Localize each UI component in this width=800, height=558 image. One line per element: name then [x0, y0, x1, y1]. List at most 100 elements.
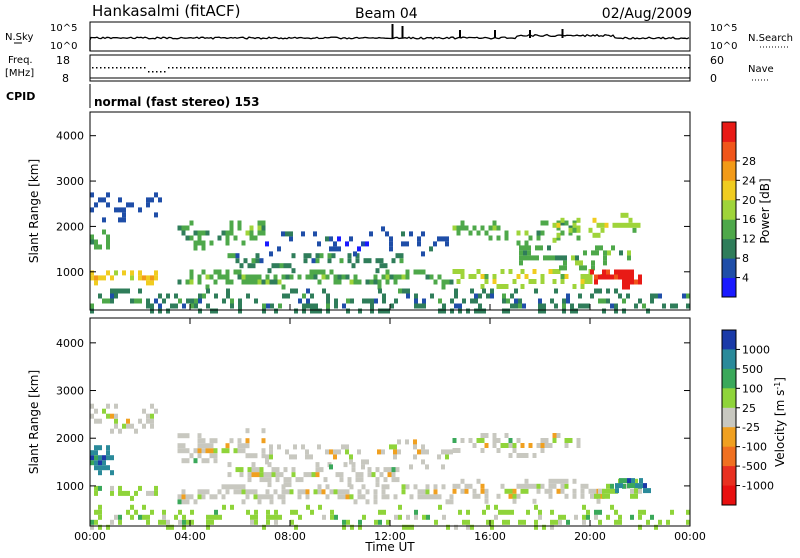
- heatmap-cell: [560, 274, 565, 279]
- heatmap-cell: [514, 303, 518, 309]
- heatmap-cell: [619, 478, 623, 484]
- heatmap-cell: [313, 489, 318, 495]
- heatmap-cell: [460, 438, 465, 443]
- heatmap-cell: [241, 274, 246, 280]
- heatmap-cell: [442, 308, 446, 314]
- heatmap-cell: [334, 298, 338, 304]
- heatmap-cell: [126, 423, 130, 429]
- heatmap-cell: [110, 293, 114, 299]
- freq-dot: [164, 71, 166, 73]
- heatmap-cell: [385, 484, 390, 490]
- freq-dot: [408, 67, 410, 69]
- heatmap-cell: [225, 448, 230, 454]
- heatmap-cell: [484, 279, 489, 284]
- heatmap-cell: [197, 489, 202, 495]
- heatmap-cell: [452, 448, 457, 453]
- freq-dot: [588, 67, 590, 69]
- heatmap-cell: [126, 490, 130, 496]
- heatmap-cell: [425, 484, 430, 490]
- heatmap-cell: [552, 438, 557, 443]
- heatmap-cell: [622, 279, 626, 285]
- heatmap-cell: [540, 483, 545, 489]
- heatmap-cell: [193, 245, 198, 251]
- freq-dot: [188, 67, 190, 69]
- heatmap-cell: [610, 303, 614, 309]
- heatmap-cell: [595, 245, 599, 251]
- heatmap-cell: [265, 459, 269, 465]
- heatmap-cell: [94, 450, 98, 456]
- heatmap-cell: [526, 509, 530, 515]
- heatmap-cell: [98, 524, 102, 530]
- heatmap-cell: [313, 231, 317, 237]
- heatmap-cell: [122, 212, 126, 218]
- heatmap-cell: [182, 524, 186, 530]
- heatmap-cell: [508, 453, 513, 458]
- heatmap-cell: [323, 477, 328, 483]
- heatmap-cell: [445, 236, 449, 242]
- heatmap-cell: [146, 298, 150, 304]
- heatmap-cell: [508, 488, 513, 494]
- heatmap-cell: [598, 274, 602, 280]
- heatmap-cell: [337, 449, 341, 455]
- heatmap-cell: [586, 303, 590, 309]
- heatmap-cell: [604, 222, 609, 228]
- heatmap-cell: [213, 438, 218, 444]
- heatmap-cell: [335, 472, 340, 478]
- heatmap-cell: [538, 303, 542, 309]
- heatmap-cell: [591, 260, 595, 266]
- heatmap-cell: [317, 241, 321, 247]
- freq-dot: [516, 67, 518, 69]
- heatmap-cell: [512, 279, 517, 284]
- heatmap-cell: [150, 413, 154, 419]
- heatmap-cell: [309, 269, 314, 275]
- heatmap-cell: [454, 524, 458, 530]
- colorbar-tick-label: 16: [742, 213, 756, 226]
- heatmap-cell: [406, 514, 410, 520]
- heatmap-cell: [98, 455, 102, 461]
- heatmap-cell: [512, 493, 517, 499]
- heatmap-cell: [94, 418, 98, 424]
- heatmap-cell: [519, 260, 523, 266]
- heatmap-cell: [474, 308, 478, 314]
- heatmap-cell: [102, 229, 106, 235]
- x-tick-label: 00:00: [674, 530, 706, 543]
- heatmap-cell: [257, 499, 262, 505]
- heatmap-cell: [269, 251, 273, 257]
- heatmap-cell: [162, 298, 166, 304]
- heatmap-cell: [303, 258, 308, 264]
- heatmap-cell: [528, 235, 533, 241]
- heatmap-cell: [358, 519, 362, 525]
- heatmap-cell: [98, 509, 102, 515]
- heatmap-cell: [506, 308, 510, 314]
- heatmap-cell: [198, 308, 202, 314]
- heatmap-cell: [556, 269, 561, 274]
- heatmap-cell: [281, 489, 286, 495]
- heatmap-cell: [186, 519, 190, 525]
- freq-dot: [92, 67, 94, 69]
- heatmap-cell: [221, 484, 226, 490]
- heatmap-cell: [106, 234, 110, 240]
- heatmap-cell: [480, 433, 485, 438]
- heatmap-cell: [106, 239, 110, 245]
- time-x-ticks: 00:00 04:00 08:00 12:00 16:00 20:00 00:00: [74, 304, 706, 543]
- heatmap-cell: [550, 524, 554, 530]
- heatmap-cell: [261, 279, 266, 285]
- heatmap-cell: [456, 230, 461, 236]
- freq-dot: [328, 67, 330, 69]
- heatmap-cell: [575, 255, 579, 261]
- heatmap-cell: [421, 444, 425, 450]
- heatmap-cell: [277, 494, 282, 500]
- heatmap-cell: [355, 258, 360, 264]
- heatmap-cell: [598, 298, 602, 304]
- heatmap-cell: [122, 207, 126, 213]
- heatmap-cell: [90, 460, 94, 466]
- heatmap-cell: [225, 235, 230, 241]
- heatmap-cell: [214, 293, 218, 299]
- colorbar-tick-label: 12: [742, 233, 756, 246]
- heatmap-cell: [201, 245, 206, 251]
- heatmap-cell: [484, 488, 489, 494]
- heatmap-cell: [205, 274, 210, 280]
- heatmap-cell: [564, 443, 569, 448]
